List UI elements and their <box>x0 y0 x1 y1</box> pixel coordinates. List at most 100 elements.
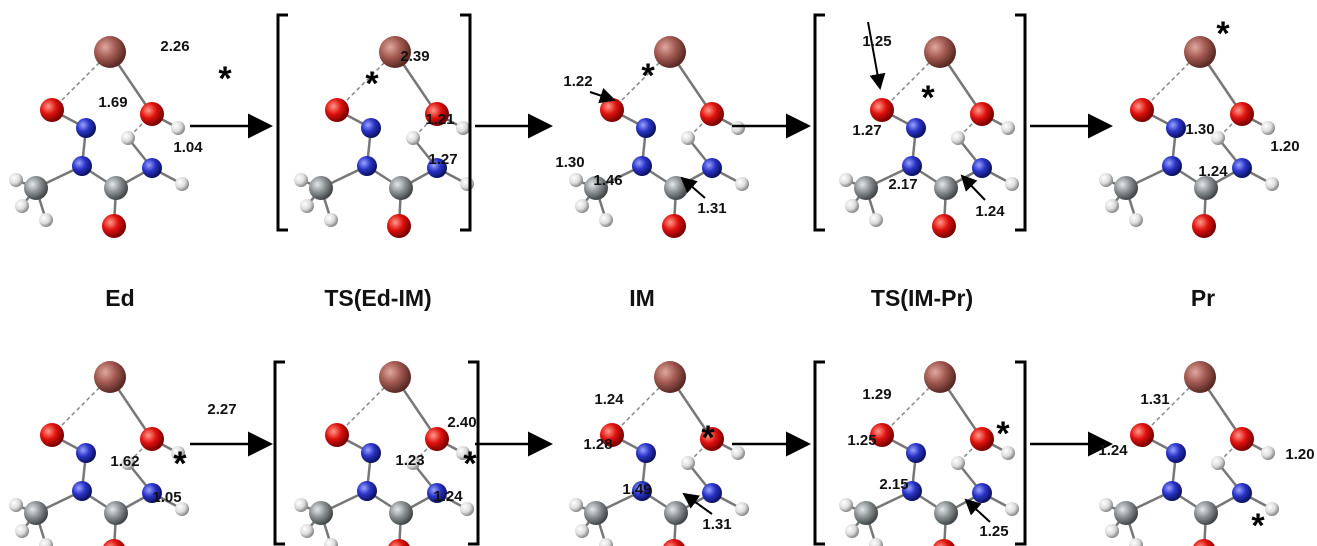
atom <box>460 177 474 191</box>
marker-star: * <box>463 445 477 483</box>
atom <box>1261 446 1275 460</box>
atom <box>294 498 308 512</box>
stage-label: TS(IM-Pr) <box>871 285 973 311</box>
bond-length: 1.23 <box>395 452 424 469</box>
atom <box>569 173 583 187</box>
bond-length: 1.31 <box>1140 391 1169 408</box>
stage-label: Ed <box>105 285 134 311</box>
atom <box>584 501 608 525</box>
atom <box>175 177 189 191</box>
atom <box>869 538 883 546</box>
atom <box>361 118 381 138</box>
atom <box>357 156 377 176</box>
reaction-figure: EdTS(Ed-IM)IMTS(IM-Pr)Pr2.261.691.04*2.3… <box>0 0 1317 546</box>
atom <box>934 176 958 200</box>
atom <box>951 131 965 145</box>
atom <box>140 427 164 451</box>
bond-length: 1.46 <box>593 172 622 189</box>
atom <box>731 446 745 460</box>
atom <box>389 176 413 200</box>
atom <box>1162 481 1182 501</box>
atom <box>40 98 64 122</box>
atom <box>142 158 162 178</box>
atom <box>681 131 695 145</box>
atom <box>324 213 338 227</box>
atom <box>379 361 411 393</box>
atom <box>294 173 308 187</box>
bond-length: 1.31 <box>697 200 726 217</box>
bond-length: 1.24 <box>433 488 463 505</box>
atom <box>1099 498 1113 512</box>
marker-star: * <box>173 445 187 483</box>
molecule <box>294 361 474 546</box>
atom <box>1162 156 1182 176</box>
bracket <box>815 362 825 544</box>
atom <box>102 539 126 546</box>
atom <box>636 118 656 138</box>
marker-star: * <box>1251 507 1265 545</box>
atom <box>1129 538 1143 546</box>
atom <box>1184 361 1216 393</box>
atom <box>76 118 96 138</box>
atom <box>104 501 128 525</box>
atom <box>300 199 314 213</box>
atom <box>854 501 878 525</box>
stage-label: IM <box>629 285 655 311</box>
bond-length: 1.25 <box>979 523 1008 540</box>
bond-length: 1.49 <box>622 481 651 498</box>
atom <box>869 213 883 227</box>
bond-length: 2.40 <box>447 414 476 431</box>
atom <box>357 481 377 501</box>
atom <box>456 121 470 135</box>
bond-length: 2.15 <box>879 476 908 493</box>
atom <box>1194 501 1218 525</box>
atom <box>654 36 686 68</box>
marker-star: * <box>218 60 232 98</box>
atom <box>700 102 724 126</box>
bracket <box>815 15 825 230</box>
atom <box>924 361 956 393</box>
atom <box>870 98 894 122</box>
atom <box>972 158 992 178</box>
atom <box>1129 213 1143 227</box>
atom <box>94 361 126 393</box>
bond-length: 1.30 <box>555 154 584 171</box>
atom <box>702 158 722 178</box>
atom <box>24 176 48 200</box>
atom <box>972 483 992 503</box>
stage-label: TS(Ed-IM) <box>324 285 431 311</box>
atom <box>102 214 126 238</box>
atom <box>76 443 96 463</box>
atom <box>1099 173 1113 187</box>
marker-star: * <box>365 65 379 103</box>
atom <box>970 427 994 451</box>
atom <box>1105 199 1119 213</box>
bond-length: 1.30 <box>1185 121 1214 138</box>
atom <box>140 102 164 126</box>
bond-length: 1.27 <box>852 122 881 139</box>
atom <box>387 539 411 546</box>
marker-star: * <box>921 79 935 117</box>
bracket <box>1015 362 1025 544</box>
atom <box>325 423 349 447</box>
atom <box>934 501 958 525</box>
atom <box>906 118 926 138</box>
stage-label: Pr <box>1191 285 1215 311</box>
bond-length: 1.20 <box>1270 138 1299 155</box>
atom <box>599 213 613 227</box>
bond-length: 1.27 <box>428 151 457 168</box>
atom <box>1230 427 1254 451</box>
atom <box>72 156 92 176</box>
atom <box>121 131 135 145</box>
atom <box>15 199 29 213</box>
atom <box>94 36 126 68</box>
atom <box>39 538 53 546</box>
atom <box>1232 483 1252 503</box>
bond-length: 1.22 <box>563 73 592 90</box>
atom <box>924 36 956 68</box>
atom <box>1001 121 1015 135</box>
molecule <box>9 36 189 238</box>
atom <box>951 456 965 470</box>
atom <box>662 214 686 238</box>
atom <box>735 502 749 516</box>
